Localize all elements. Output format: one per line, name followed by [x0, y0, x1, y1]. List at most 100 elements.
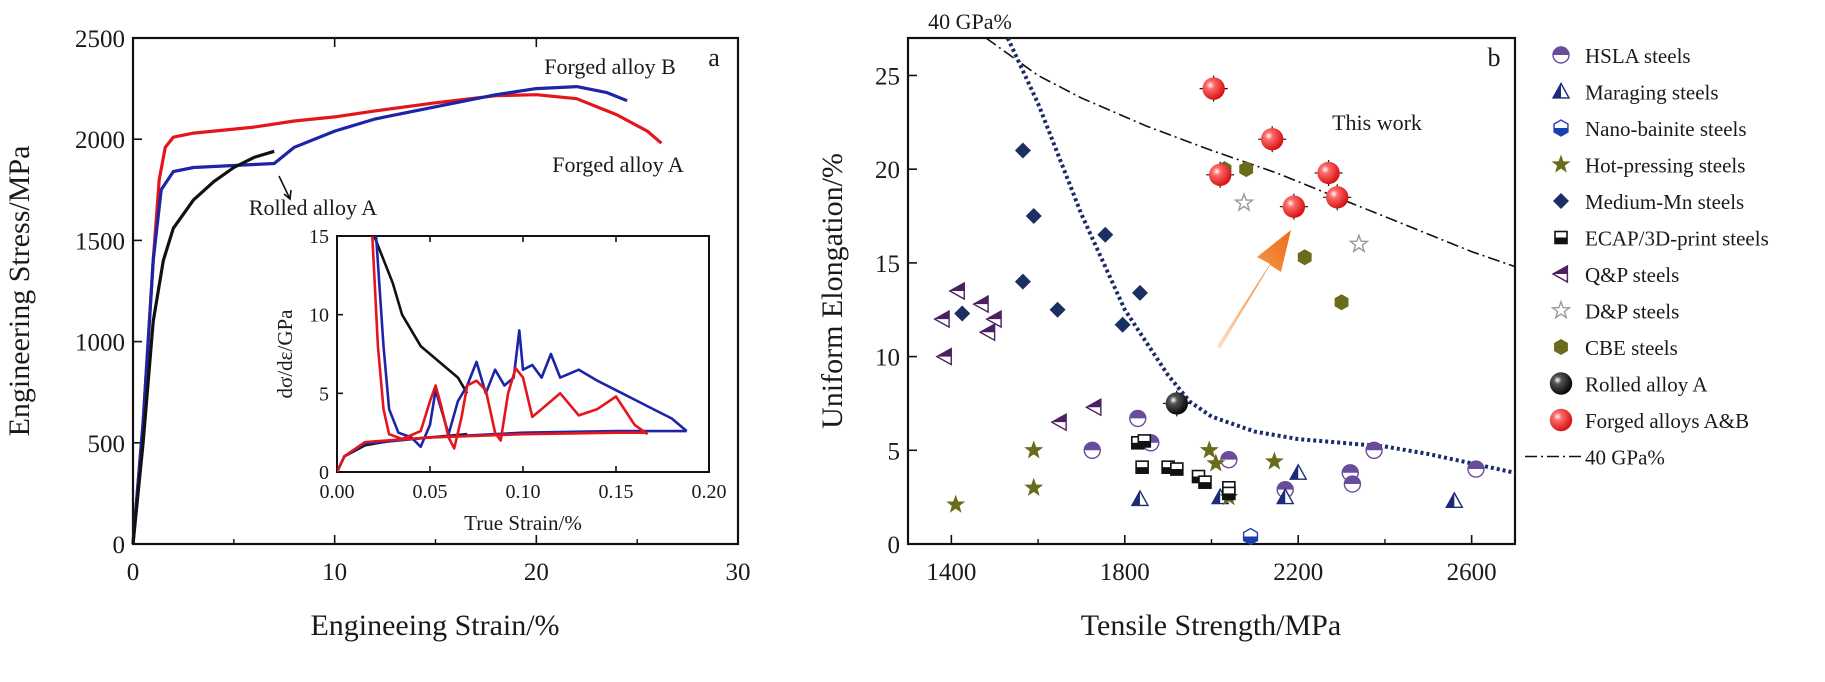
panel-b-plot: 1400 1800 2200 2600 0 5 10 15 20 25 b This work 4…	[816, 9, 1517, 642]
point-hot-pressing-steels	[1199, 440, 1219, 459]
point-medium-mn-steels	[1114, 316, 1131, 333]
legend-label-medium-mn-steels: Medium-Mn steels	[1585, 190, 1744, 214]
point-hot-pressing-steels	[1024, 440, 1044, 459]
point-ecap-3d-print-steels	[1170, 462, 1184, 476]
legend-label-hsla-steels: HSLA steels	[1585, 44, 1691, 68]
point-q-p-steels	[933, 309, 950, 329]
trend-arrow	[1217, 230, 1291, 349]
point-d-p-steels	[1348, 233, 1370, 253]
panel-b-ticks: 1400 1800 2200 2600 0 5 10 15 20 25	[875, 63, 1497, 586]
point-maraging-steels	[1445, 491, 1464, 508]
panel-a-curves	[131, 85, 663, 545]
x-tick-label: 0	[127, 559, 140, 586]
panel-a-label: a	[708, 43, 720, 72]
point-hot-pressing-steels	[1206, 453, 1226, 472]
y-tick-label: 1500	[75, 228, 125, 255]
point-hsla-steels	[1083, 441, 1101, 459]
legend-label-40gpa: 40 GPa%	[1585, 446, 1665, 470]
inset-hardening-forged-alloy-a	[371, 236, 649, 450]
y-tick-label: 0	[888, 532, 901, 559]
annotation-forged-alloy-a: Forged alloy A	[552, 152, 684, 177]
legend-label-maraging-steels: Maraging steels	[1585, 81, 1719, 105]
x-tick-label: 2200	[1273, 559, 1323, 586]
point-forged-alloys-a-b	[1326, 186, 1349, 209]
legend-marker-hot-pressing-steels	[1551, 154, 1571, 173]
panel-b-x-axis-title: Tensile Strength/MPa	[1081, 609, 1341, 642]
point-cbe-steels	[1334, 294, 1349, 311]
legend-marker-maraging-steels	[1551, 82, 1571, 99]
x-tick-label: 20	[524, 559, 549, 586]
point-medium-mn-steels	[1131, 284, 1148, 301]
x-tick-label: 0.00	[320, 481, 355, 503]
point-medium-mn-steels	[1014, 142, 1031, 159]
point-ecap-3d-print-steels	[1198, 475, 1212, 489]
annotation-arrow-rolled	[278, 175, 291, 200]
y-tick-label: 5	[319, 383, 329, 405]
point-hsla-steels	[1365, 441, 1383, 459]
x-tick-label: 1800	[1100, 559, 1150, 586]
panel-b-markers	[933, 75, 1485, 546]
curve-rolled-alloy-a	[131, 149, 275, 545]
legend-marker-medium-mn-steels	[1553, 193, 1569, 209]
y-tick-label: 25	[875, 63, 900, 90]
panel-a-inset: 0.00 0.05 0.10 0.15 0.20 0 5 10 15 dσ/dε/GPa Tru…	[273, 226, 727, 535]
point-ecap-3d-print-steels	[1135, 460, 1149, 474]
annotation-arrowhead-rolled	[283, 189, 292, 201]
annotation-forged-alloy-b: Forged alloy B	[544, 54, 676, 79]
inset-x-axis-title: True Strain/%	[464, 511, 582, 535]
point-forged-alloys-a-b	[1282, 195, 1306, 218]
point-hsla-steels	[1129, 409, 1147, 428]
point-hsla-steels	[1467, 460, 1485, 478]
legend-label-forged-alloys-a-b: Forged alloys A&B	[1585, 409, 1749, 433]
point-forged-alloys-a-b	[1208, 163, 1232, 187]
point-forged-alloys-a-b	[1261, 128, 1284, 151]
point-forged-alloys-a-b	[1317, 161, 1340, 185]
point-q-p-steels	[985, 309, 1002, 329]
panel-b-lines	[985, 37, 1515, 475]
point-maraging-steels	[1289, 463, 1308, 480]
y-tick-label: 2000	[75, 127, 125, 154]
y-tick-label: 10	[309, 305, 329, 327]
y-tick-label: 10	[875, 345, 900, 372]
x-tick-label: 30	[726, 559, 751, 586]
panel-a-x-axis-title: Engineeing Strain/%	[310, 609, 559, 642]
y-tick-label: 15	[309, 226, 329, 248]
point-medium-mn-steels	[1049, 301, 1066, 318]
legend-marker-rolled-alloy-a	[1549, 372, 1573, 395]
point-hsla-steels	[1220, 450, 1238, 469]
y-tick-label: 5	[888, 438, 901, 465]
annotation-this-work: This work	[1332, 110, 1422, 135]
x-tick-label: 2600	[1447, 559, 1497, 586]
legend-marker-q-p-steels	[1551, 264, 1569, 284]
legend-marker-forged-alloys-a-b	[1549, 408, 1573, 432]
legend-label-nano-bainite-steels: Nano-bainite steels	[1585, 117, 1747, 141]
x-tick-label: 0.05	[413, 481, 448, 503]
legend-marker-d-p-steels	[1550, 299, 1572, 320]
legend-label-q-p-steels: Q&P steels	[1585, 263, 1679, 287]
boundary-dotted-line	[1005, 37, 1515, 475]
point-cbe-steels	[1239, 161, 1254, 178]
inset-hardening-forged-alloy-b	[374, 236, 688, 449]
y-tick-label: 500	[88, 431, 126, 458]
x-tick-label: 0.20	[692, 481, 727, 503]
legend: HSLA steels Maraging steels Nano-bainite s…	[1525, 44, 1769, 470]
inset-curves	[337, 236, 688, 472]
point-q-p-steels	[978, 323, 996, 342]
point-hot-pressing-steels	[1024, 477, 1044, 496]
point-ecap-3d-print-steels	[1137, 434, 1152, 448]
y-tick-label: 15	[875, 251, 900, 278]
panel-a-plot: 0 10 20 30 0 500 1000 1500 2000 2500 a Forged all…	[3, 26, 751, 642]
inset-stress-forged-alloy-a	[337, 431, 648, 472]
x-tick-label: 0.15	[599, 481, 634, 503]
point-q-p-steels	[1050, 412, 1067, 432]
point-hsla-steels	[1343, 475, 1362, 493]
legend-marker-ecap-3d-print-steels	[1554, 230, 1568, 245]
legend-marker-nano-bainite-steels	[1553, 119, 1569, 137]
inset-y-axis-title: dσ/dε/GPa	[273, 309, 297, 399]
legend-label-hot-pressing-steels: Hot-pressing steels	[1585, 154, 1745, 178]
inset-hardening-rolled-alloy-a	[372, 236, 469, 394]
legend-label-rolled-alloy-a: Rolled alloy A	[1585, 373, 1708, 397]
point-maraging-steels	[1130, 489, 1150, 507]
iso-line-top-label: 40 GPa%	[928, 9, 1012, 34]
